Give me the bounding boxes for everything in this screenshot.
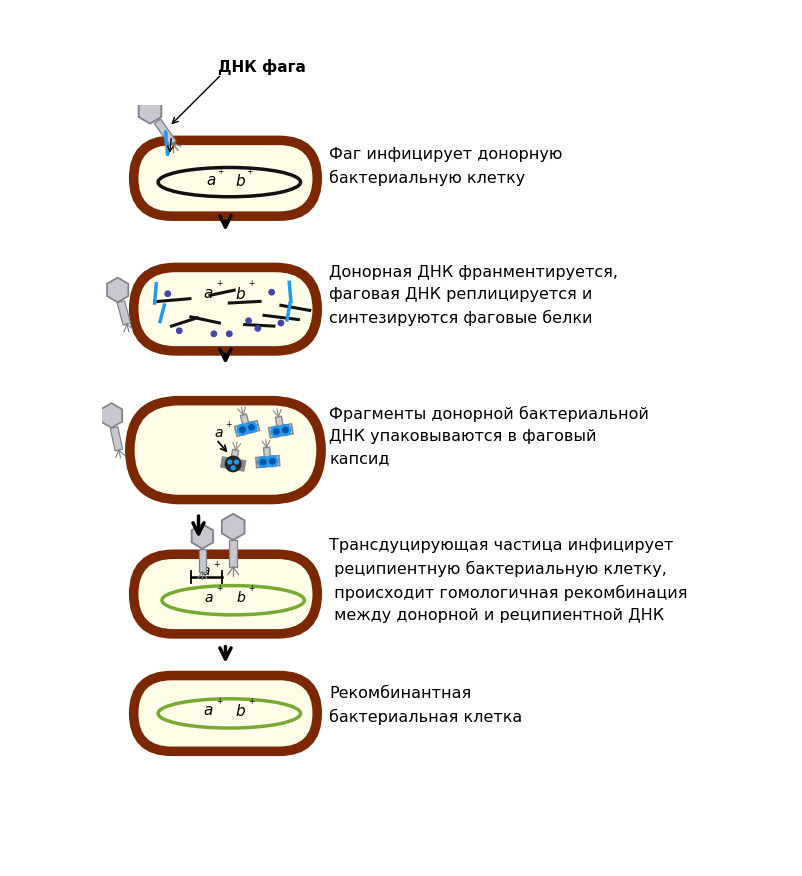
Circle shape bbox=[267, 456, 277, 467]
Circle shape bbox=[257, 456, 269, 468]
Circle shape bbox=[237, 424, 248, 435]
Text: $b$: $b$ bbox=[235, 173, 246, 188]
Polygon shape bbox=[241, 414, 250, 429]
Polygon shape bbox=[264, 447, 271, 462]
Polygon shape bbox=[256, 456, 280, 468]
Text: $b$: $b$ bbox=[236, 590, 246, 605]
Text: $^+$: $^+$ bbox=[245, 167, 255, 177]
Circle shape bbox=[225, 456, 241, 471]
Text: $^+$: $^+$ bbox=[217, 167, 225, 177]
Circle shape bbox=[278, 321, 284, 326]
FancyBboxPatch shape bbox=[133, 140, 318, 216]
Circle shape bbox=[246, 318, 251, 323]
Text: $b$: $b$ bbox=[235, 703, 246, 719]
Circle shape bbox=[261, 459, 266, 465]
Circle shape bbox=[231, 466, 235, 470]
Polygon shape bbox=[154, 119, 176, 145]
FancyBboxPatch shape bbox=[133, 554, 318, 634]
Text: Рекомбинантная
бактериальная клетка: Рекомбинантная бактериальная клетка bbox=[330, 686, 523, 725]
Polygon shape bbox=[269, 424, 294, 438]
Polygon shape bbox=[221, 457, 245, 471]
Polygon shape bbox=[111, 427, 123, 451]
Polygon shape bbox=[117, 300, 131, 325]
Circle shape bbox=[269, 458, 275, 464]
Circle shape bbox=[283, 427, 288, 433]
Circle shape bbox=[240, 427, 245, 433]
Circle shape bbox=[228, 460, 232, 464]
Text: $a$: $a$ bbox=[206, 173, 217, 187]
Text: $^+$: $^+$ bbox=[224, 420, 233, 430]
Text: Донорная ДНК франментируется,
фаговая ДНК реплицируется и
синтезируются фаговые : Донорная ДНК франментируется, фаговая ДН… bbox=[330, 265, 618, 326]
Polygon shape bbox=[234, 420, 260, 436]
Circle shape bbox=[165, 291, 170, 296]
Text: $a$: $a$ bbox=[204, 286, 213, 300]
FancyBboxPatch shape bbox=[139, 272, 313, 346]
Polygon shape bbox=[199, 548, 206, 572]
Polygon shape bbox=[230, 449, 239, 464]
Text: Фрагменты донорной бактериальной
ДНК упаковываются в фаговый
капсид: Фрагменты донорной бактериальной ДНК упа… bbox=[330, 406, 650, 467]
Circle shape bbox=[273, 429, 279, 434]
FancyBboxPatch shape bbox=[133, 675, 318, 752]
Text: Трансдуцирующая частица инфицирует
 реципиентную бактериальную клетку,
 происход: Трансдуцирующая частица инфицирует рецип… bbox=[330, 538, 688, 623]
Text: $^+$: $^+$ bbox=[215, 583, 224, 594]
FancyBboxPatch shape bbox=[133, 267, 318, 351]
Polygon shape bbox=[101, 403, 122, 427]
Circle shape bbox=[246, 422, 257, 433]
Text: $a$: $a$ bbox=[204, 591, 213, 605]
Circle shape bbox=[280, 425, 291, 435]
Text: $^+$: $^+$ bbox=[215, 279, 224, 290]
Polygon shape bbox=[107, 278, 128, 302]
FancyBboxPatch shape bbox=[135, 406, 316, 495]
Text: $a$: $a$ bbox=[201, 564, 211, 578]
Text: $b$: $b$ bbox=[235, 286, 246, 301]
Circle shape bbox=[176, 328, 182, 334]
FancyBboxPatch shape bbox=[129, 400, 322, 500]
Text: $^+$: $^+$ bbox=[247, 279, 257, 290]
Text: Фаг инфицирует донорную
бактериальную клетку: Фаг инфицирует донорную бактериальную кл… bbox=[330, 147, 563, 187]
Text: ДНК фага: ДНК фага bbox=[218, 59, 306, 74]
Polygon shape bbox=[139, 97, 161, 124]
Text: $a$: $a$ bbox=[214, 426, 224, 440]
Text: $^+$: $^+$ bbox=[247, 697, 257, 707]
Circle shape bbox=[211, 331, 217, 336]
FancyBboxPatch shape bbox=[139, 559, 313, 629]
Polygon shape bbox=[192, 524, 213, 548]
Polygon shape bbox=[229, 540, 237, 567]
Circle shape bbox=[227, 331, 232, 336]
Circle shape bbox=[255, 326, 261, 331]
FancyBboxPatch shape bbox=[139, 145, 313, 211]
Circle shape bbox=[234, 460, 238, 464]
Text: $a$: $a$ bbox=[204, 704, 213, 718]
Text: $^+$: $^+$ bbox=[212, 560, 221, 569]
FancyBboxPatch shape bbox=[139, 681, 313, 746]
Circle shape bbox=[271, 427, 282, 437]
Circle shape bbox=[269, 290, 274, 295]
Polygon shape bbox=[222, 514, 245, 540]
Circle shape bbox=[249, 425, 254, 430]
Text: $^+$: $^+$ bbox=[247, 583, 257, 594]
Polygon shape bbox=[275, 416, 284, 431]
Text: $^+$: $^+$ bbox=[215, 697, 224, 707]
